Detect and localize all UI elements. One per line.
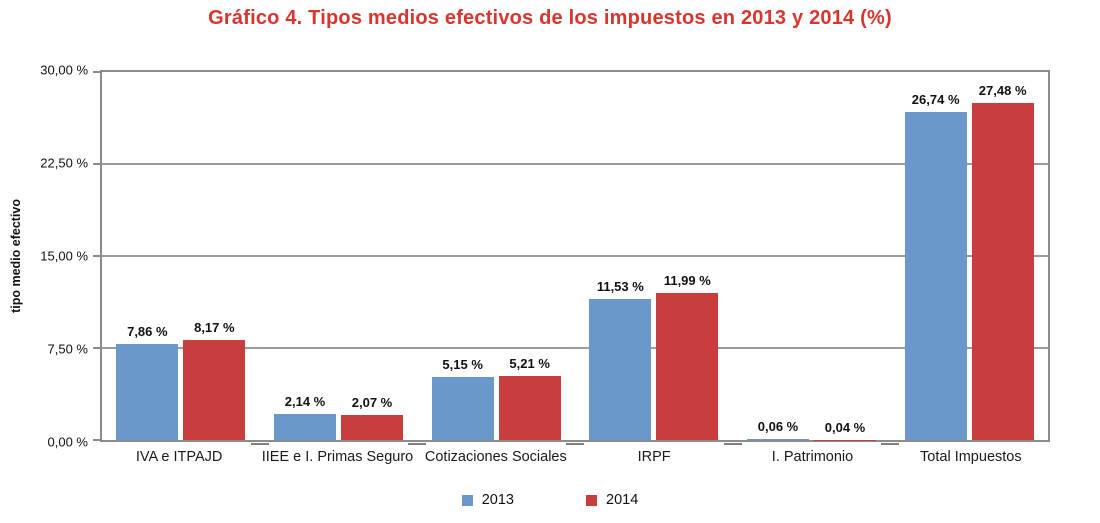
bar-2013: [589, 298, 652, 440]
x-tick-mark: [723, 443, 742, 445]
y-tick-label: 22,50 %: [40, 155, 88, 171]
bar-value-label: 11,99 %: [663, 272, 711, 288]
category-label: IVA e ITPAJD: [135, 449, 223, 465]
bar-2013: [431, 376, 494, 440]
bar-value-label: 2,14 %: [284, 393, 326, 409]
legend-swatch: [586, 494, 597, 506]
y-tick-mark: [93, 439, 100, 441]
bar-value-label: 11,53 %: [596, 278, 644, 294]
x-tick-mark: [566, 443, 584, 445]
y-tick-label: 30,00 %: [40, 62, 88, 78]
legend-swatch: [461, 494, 473, 506]
y-tick-label: 0,00 %: [47, 434, 88, 450]
bar-wrap: 0,06 %: [746, 72, 809, 440]
chart-title: Gráfico 4. Tipos medios efectivos de los…: [208, 7, 892, 29]
bar-value-label: 27,48 %: [978, 82, 1027, 98]
category-label: Cotizaciones Sociales: [424, 449, 567, 465]
bar-2014: [656, 292, 719, 440]
bar-group: 0,06 % 0,04 %: [733, 72, 891, 440]
bar-2014: [498, 376, 561, 440]
y-tick-label: 15,00 %: [40, 248, 88, 264]
bar-2013: [904, 112, 967, 440]
bar-wrap: 26,74 %: [904, 72, 967, 440]
bar-group: 2,14 % 2,07 %: [260, 72, 418, 440]
category-label: I. Patrimonio: [771, 449, 854, 465]
bar-2014: [183, 339, 246, 440]
y-axis-ticks: 0,00 % 7,50 % 15,00 % 22,50 % 30,00 %: [0, 63, 88, 450]
bar-wrap: 11,99 %: [656, 72, 719, 440]
gridline: [102, 255, 1048, 257]
y-tick-mark: [93, 163, 100, 165]
x-tick-mark: [250, 443, 269, 445]
plot-area: 7,86 % 8,17 % 2,14 % 2,07 % 5,15 % 5,21 % 11,5…: [93, 70, 1050, 445]
legend-item: 2014: [586, 492, 638, 508]
bar-group: 7,86 % 8,17 %: [102, 72, 260, 440]
category-label: Total Impuestos: [920, 449, 1022, 465]
bar-wrap: 2,07 %: [340, 72, 403, 440]
bar-value-label: 2,07 %: [351, 394, 393, 410]
bar-value-label: 26,74 %: [911, 92, 960, 107]
bar-2013: [116, 343, 179, 440]
bar-value-label: 0,04 %: [824, 419, 866, 435]
x-tick-mark: [408, 443, 427, 445]
gridline: [102, 347, 1048, 349]
bar-wrap: 5,15 %: [431, 72, 494, 440]
bar-value-label: 0,06 %: [757, 419, 799, 435]
legend: 2013 2014: [0, 492, 1100, 508]
legend-label: 2014: [606, 492, 639, 508]
y-tick-label: 7,50 %: [47, 341, 88, 357]
y-tick-mark: [93, 347, 100, 349]
y-tick-mark: [93, 255, 100, 257]
bar-wrap: 11,53 %: [589, 72, 652, 440]
bar-wrap: 27,48 %: [971, 72, 1034, 440]
bar-value-label: 8,17 %: [194, 319, 235, 335]
bar-wrap: 8,17 %: [183, 72, 246, 440]
legend-label: 2013: [481, 492, 514, 508]
y-tick-mark: [93, 71, 100, 73]
bar-group: 26,74 % 27,48 %: [890, 72, 1048, 440]
x-axis-labels: IVA e ITPAJD IIEE e I. Primas Seguro Cotiz…: [100, 449, 1050, 469]
bar-2013: [273, 413, 336, 440]
bar-2014: [340, 414, 403, 440]
bar-2013: [746, 439, 809, 440]
bar-group: 5,15 % 5,21 %: [417, 72, 575, 440]
category-label: IRPF: [637, 449, 671, 465]
legend-item: 2013: [461, 492, 514, 508]
bar-group: 11,53 % 11,99 %: [575, 72, 733, 440]
bar-wrap: 0,04 %: [813, 72, 876, 440]
bar-2014: [971, 102, 1034, 440]
x-tick-mark: [881, 443, 900, 445]
bar-wrap: 2,14 %: [273, 72, 336, 440]
bar-wrap: 7,86 %: [116, 72, 179, 440]
bar-value-label: 5,21 %: [509, 356, 550, 372]
gridline: [102, 163, 1048, 165]
bar-wrap: 5,21 %: [498, 72, 561, 440]
category-label: IIEE e I. Primas Seguro: [261, 449, 414, 465]
bar-value-label: 7,86 %: [127, 323, 168, 339]
bar-value-label: 5,15 %: [442, 356, 483, 372]
